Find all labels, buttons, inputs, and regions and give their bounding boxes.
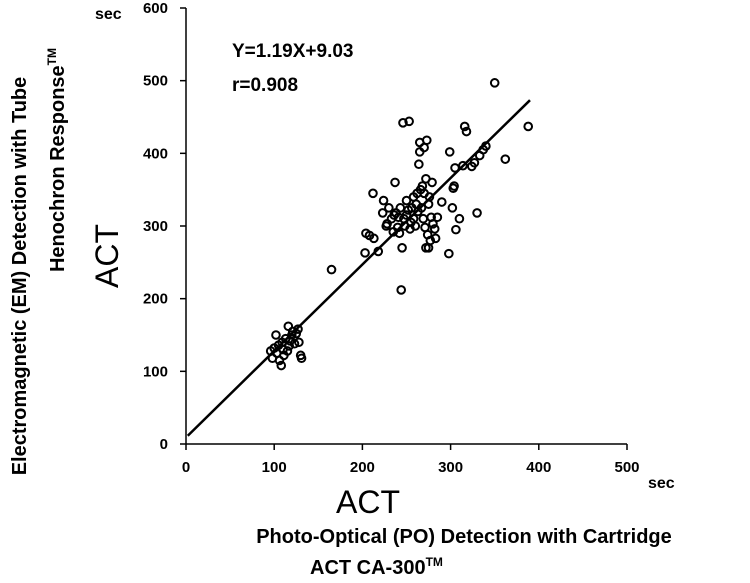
data-point [404,116,414,127]
data-point [500,154,511,164]
data-point [449,181,459,191]
data-point [289,338,300,349]
x-axis-label-line2: ACT CA-300TM [310,555,443,579]
y-unit-label: sec [95,6,122,23]
y-axis-label-line2-text: Henochron Response [47,65,69,272]
axes: 0 100 200 300 400 500 600 0 100 200 300 400 500 [143,0,640,476]
regression-equation: Y=1.19X+9.03 [232,41,354,62]
y-tick-label: 300 [143,218,168,235]
data-point [401,195,412,206]
data-point [395,203,406,213]
data-point [414,159,424,170]
data-point [326,264,337,275]
data-point [432,212,443,223]
data-point [377,208,388,218]
x-axis-label-line2-text: ACT CA-300 [310,557,426,579]
data-point [384,203,394,213]
data-point [424,192,435,202]
data-point [398,118,408,128]
data-point [444,147,455,157]
data-point [418,213,429,224]
y-axis-title: ACT [89,224,125,288]
y-tick-label: 200 [143,291,168,308]
data-point [284,341,294,351]
x-tick-label: 100 [262,459,287,476]
data-point [396,285,407,295]
x-axis-label-tm: TM [426,555,443,569]
x-axis-title: ACT [336,484,400,520]
y-axis-label-line1: Electromagnetic (EM) Detection with Tube [9,77,31,476]
data-point [461,126,472,137]
data-point [428,219,438,229]
data-point [469,157,480,168]
data-point [282,346,293,356]
data-point [523,121,534,132]
data-point [390,177,400,188]
data-point [401,210,412,220]
x-tick-label: 200 [350,459,375,476]
data-point [444,248,454,259]
data-point [369,233,379,244]
data-point [294,337,304,348]
data-point [489,78,500,88]
y-tick-label: 600 [143,0,168,17]
data-point [410,221,421,231]
data-point [293,324,303,334]
data-point [416,203,427,213]
data-point [447,203,458,213]
data-points [265,78,534,371]
regression-line [186,99,531,437]
x-tick-label: 500 [614,459,639,476]
data-point [271,330,281,340]
data-point [368,188,378,199]
x-unit-label: sec [648,475,675,492]
regression-line-group [186,99,531,437]
data-point [296,353,307,364]
x-tick-label: 300 [438,459,463,476]
correlation-coefficient: r=0.908 [232,75,298,96]
data-point [425,235,436,246]
data-point [397,243,407,253]
data-point [459,121,470,132]
data-point [421,135,432,146]
data-point [378,195,389,206]
data-point [429,224,440,234]
data-point [360,248,370,258]
x-tick-label: 400 [526,459,551,476]
y-tick-label: 400 [143,145,168,162]
data-point [427,177,437,188]
data-point [454,213,465,224]
y-tick-label: 500 [143,73,168,90]
data-point [436,197,447,207]
data-point [430,233,441,244]
y-tick-label: 0 [160,436,168,453]
data-point [276,360,287,371]
data-point [458,160,468,171]
data-point [472,208,482,218]
y-tick-label: 100 [143,363,168,380]
y-axis-label-line2: Henochron ResponseTM [45,48,69,272]
x-axis-label-line1: Photo-Optical (PO) Detection with Cartri… [256,526,672,548]
data-point [451,224,461,235]
x-tick-label: 0 [182,459,190,476]
y-axis-label-tm: TM [45,48,59,65]
